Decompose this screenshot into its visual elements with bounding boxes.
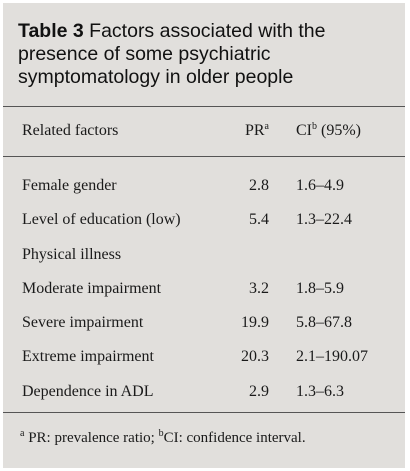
ci-header-suffix: (95%) bbox=[317, 122, 361, 139]
row-pr: 2.9 bbox=[249, 383, 269, 400]
row-factor: Extreme impairment bbox=[22, 348, 154, 365]
row-ci: 2.1–190.07 bbox=[296, 348, 368, 365]
footnote-text-a: PR: prevalence ratio; bbox=[24, 430, 159, 446]
header-rule bbox=[3, 156, 405, 157]
top-rule bbox=[3, 106, 405, 107]
ci-header-text: CI bbox=[296, 122, 312, 139]
row-factor: Dependence in ADL bbox=[22, 383, 154, 400]
table-label: Table 3 bbox=[18, 20, 84, 42]
pr-header-sup: a bbox=[264, 121, 269, 132]
row-pr: 3.2 bbox=[249, 280, 269, 297]
footnote-text-b: CI: confidence interval. bbox=[163, 430, 306, 446]
row-factor: Moderate impairment bbox=[22, 280, 162, 297]
row-pr: 20.3 bbox=[241, 348, 269, 365]
pr-header-text: PR bbox=[244, 122, 265, 139]
row-factor: Level of education (low) bbox=[22, 211, 181, 228]
column-header-factor: Related factors bbox=[22, 122, 119, 139]
row-pr: 2.8 bbox=[249, 177, 269, 194]
caption-text-2: presence of some psychiatric bbox=[18, 43, 271, 65]
ci-header-sup: b bbox=[312, 121, 317, 132]
column-header-pr: PRa bbox=[245, 121, 269, 141]
table-panel bbox=[3, 3, 405, 468]
caption-text-1: Factors associated with the bbox=[89, 20, 326, 42]
row-ci: 5.8–67.8 bbox=[296, 314, 352, 331]
column-header-ci: CIb (95%) bbox=[296, 121, 361, 141]
footnote-sup-b: b bbox=[158, 428, 164, 439]
row-ci: 1.8–5.9 bbox=[296, 280, 344, 297]
row-ci: 1.3–6.3 bbox=[296, 383, 344, 400]
row-factor: Severe impairment bbox=[22, 314, 144, 331]
row-pr: 5.4 bbox=[249, 211, 269, 228]
table-footnote: a PR: prevalence ratio; bCI: confidence … bbox=[20, 428, 306, 448]
row-ci: 1.6–4.9 bbox=[296, 177, 344, 194]
row-ci: 1.3–22.4 bbox=[296, 211, 352, 228]
footnote-sup-a: a bbox=[20, 428, 25, 439]
caption-text-3: symptomatology in older people bbox=[18, 66, 294, 88]
row-factor: Physical illness bbox=[22, 246, 122, 263]
row-factor: Female gender bbox=[22, 177, 117, 194]
row-pr: 19.9 bbox=[241, 314, 269, 331]
table-caption: Table 3 Factors associated with the pres… bbox=[18, 20, 388, 89]
bottom-rule bbox=[3, 412, 405, 413]
